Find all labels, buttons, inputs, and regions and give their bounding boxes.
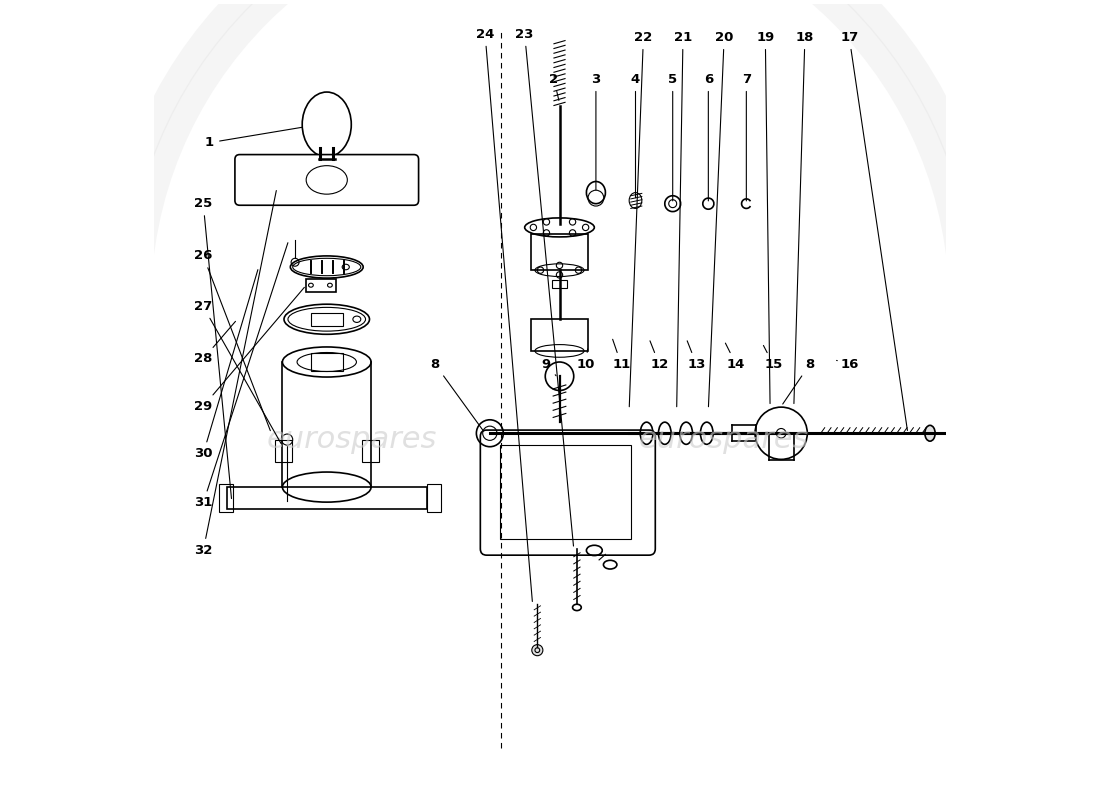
Text: 26: 26 — [194, 250, 271, 430]
Text: 9: 9 — [541, 358, 557, 376]
Text: 1: 1 — [205, 127, 301, 150]
Bar — [311, 313, 342, 326]
Text: 14: 14 — [725, 343, 745, 371]
Bar — [311, 354, 342, 370]
Text: 20: 20 — [708, 31, 734, 406]
Bar — [427, 484, 441, 513]
FancyBboxPatch shape — [235, 154, 419, 206]
Text: 8: 8 — [430, 358, 484, 431]
Bar — [551, 280, 568, 287]
Bar — [531, 319, 588, 351]
Text: 31: 31 — [194, 242, 288, 510]
Text: eurospares: eurospares — [639, 425, 810, 454]
Text: 18: 18 — [794, 31, 814, 403]
Text: 8: 8 — [783, 358, 814, 404]
Text: 21: 21 — [674, 31, 692, 406]
Text: 24: 24 — [476, 28, 532, 602]
Text: 29: 29 — [194, 287, 305, 413]
Text: 16: 16 — [837, 358, 858, 371]
Bar — [362, 439, 380, 462]
Text: 15: 15 — [763, 346, 782, 371]
Text: eurospares: eurospares — [267, 425, 438, 454]
Text: 30: 30 — [194, 270, 257, 460]
Text: 13: 13 — [688, 341, 705, 371]
Text: 3: 3 — [592, 73, 601, 190]
Text: 6: 6 — [704, 73, 713, 201]
FancyBboxPatch shape — [481, 430, 656, 555]
Ellipse shape — [925, 426, 935, 441]
Bar — [275, 439, 292, 462]
Text: 32: 32 — [194, 190, 276, 557]
Text: 5: 5 — [668, 73, 678, 201]
Text: 4: 4 — [631, 73, 640, 198]
Text: 19: 19 — [756, 31, 774, 403]
Text: 27: 27 — [194, 300, 280, 443]
Circle shape — [531, 645, 543, 656]
Text: 25: 25 — [194, 197, 231, 498]
Text: 22: 22 — [629, 31, 652, 406]
Text: 11: 11 — [612, 339, 630, 371]
Bar — [500, 445, 630, 538]
Bar — [227, 487, 427, 510]
Bar — [531, 234, 588, 270]
Text: 7: 7 — [741, 73, 751, 201]
Bar — [306, 279, 337, 291]
Text: 17: 17 — [840, 31, 907, 430]
Text: 23: 23 — [516, 28, 573, 546]
Text: 10: 10 — [576, 349, 595, 371]
Text: 12: 12 — [650, 341, 669, 371]
Bar — [219, 484, 233, 513]
Text: 28: 28 — [194, 322, 235, 366]
Text: 2: 2 — [549, 73, 559, 101]
